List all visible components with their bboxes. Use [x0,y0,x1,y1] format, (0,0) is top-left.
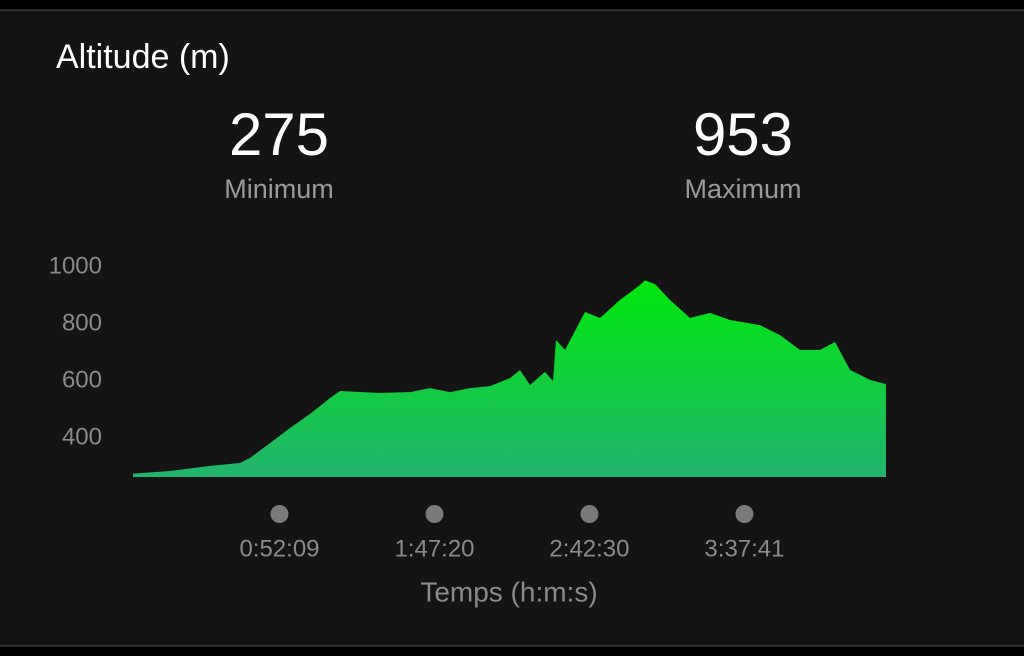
chart-title: Altitude (m) [56,38,230,76]
x-tick-dot [270,505,289,523]
x-axis-label: Temps (h:m:s) [420,576,597,607]
x-tick-dot [580,505,599,523]
stat-label: Minimum [224,174,334,204]
y-tick-label: 400 [62,423,102,450]
altitude-area [133,280,886,477]
x-tick-dot [425,505,444,523]
stat-value: 275 [229,101,329,168]
y-tick-label: 1000 [49,252,102,279]
y-tick-label: 600 [62,366,102,393]
stat-label: Maximum [684,174,801,204]
x-tick-label: 2:42:30 [549,535,629,562]
x-tick-label: 1:47:20 [394,535,474,562]
card [0,10,1024,646]
x-tick-dot [735,505,754,523]
x-tick-label: 3:37:41 [704,535,784,562]
x-tick-label: 0:52:09 [239,535,319,562]
stat-value: 953 [693,101,793,168]
y-tick-label: 800 [62,309,102,336]
